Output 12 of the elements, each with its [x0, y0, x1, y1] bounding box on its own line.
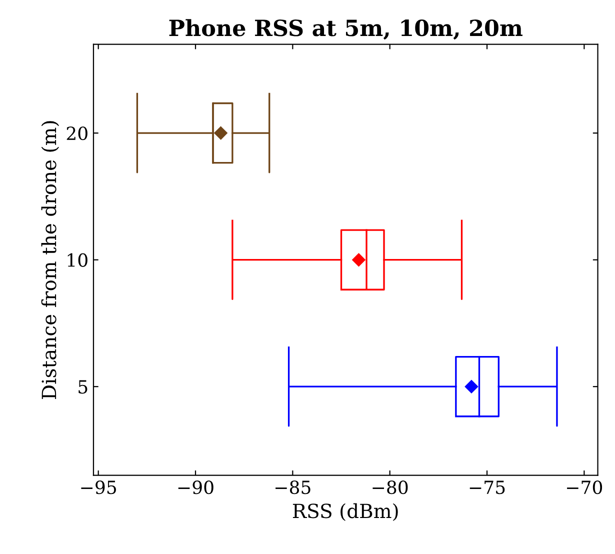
- x-tick-label: −95: [81, 480, 116, 494]
- x-tick-label: −85: [276, 480, 310, 494]
- x-tick-label: −75: [470, 480, 505, 494]
- chart-title: Phone RSS at 5m, 10m, 20m: [169, 19, 522, 40]
- y-tick-label: 5: [78, 380, 88, 394]
- y-axis-title: Distance from the drone (m): [41, 121, 60, 399]
- x-axis-title: RSS (dBm): [292, 503, 398, 522]
- y-tick-label: 20: [66, 126, 88, 140]
- x-tick-label: −80: [372, 480, 408, 494]
- y-tick-label: 10: [68, 253, 88, 267]
- x-tick-label: −90: [178, 480, 214, 494]
- x-tick-label: −70: [567, 480, 602, 494]
